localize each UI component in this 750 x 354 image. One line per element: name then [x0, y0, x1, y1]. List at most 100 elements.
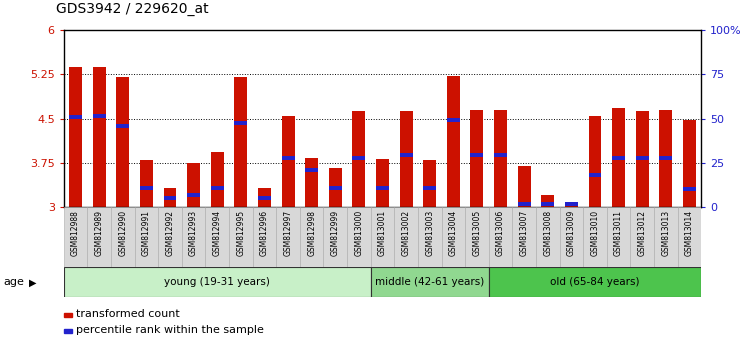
- Bar: [300, 207, 323, 267]
- Text: GSM813007: GSM813007: [520, 210, 529, 256]
- Bar: [352, 111, 365, 207]
- Bar: [423, 160, 436, 207]
- Text: GSM813002: GSM813002: [401, 210, 410, 256]
- Bar: [253, 207, 276, 267]
- Bar: [636, 111, 649, 207]
- Text: GSM812994: GSM812994: [213, 210, 222, 256]
- Bar: [494, 110, 507, 207]
- Text: percentile rank within the sample: percentile rank within the sample: [76, 325, 264, 335]
- Bar: [659, 110, 672, 207]
- Text: GSM812992: GSM812992: [166, 210, 175, 256]
- Bar: [64, 207, 87, 267]
- Bar: [281, 156, 295, 160]
- Bar: [394, 207, 418, 267]
- Bar: [229, 207, 253, 267]
- Bar: [536, 207, 560, 267]
- Bar: [465, 207, 489, 267]
- Bar: [64, 267, 370, 297]
- Bar: [281, 116, 295, 207]
- Bar: [370, 207, 394, 267]
- Bar: [323, 207, 347, 267]
- Bar: [418, 207, 442, 267]
- Bar: [518, 166, 531, 207]
- Bar: [140, 160, 153, 207]
- Bar: [116, 124, 129, 128]
- Bar: [683, 187, 696, 192]
- Bar: [328, 185, 342, 190]
- Text: GSM812988: GSM812988: [71, 210, 80, 256]
- Bar: [678, 207, 701, 267]
- Bar: [258, 188, 271, 207]
- Bar: [206, 207, 229, 267]
- Text: GSM812995: GSM812995: [236, 210, 245, 256]
- Text: GSM813008: GSM813008: [543, 210, 552, 256]
- Bar: [612, 108, 625, 207]
- Text: GSM813011: GSM813011: [614, 210, 623, 256]
- Text: GDS3942 / 229620_at: GDS3942 / 229620_at: [56, 2, 208, 16]
- Bar: [140, 185, 153, 190]
- Text: transformed count: transformed count: [76, 309, 180, 319]
- Bar: [116, 77, 129, 207]
- Bar: [400, 111, 412, 207]
- Bar: [584, 207, 607, 267]
- Bar: [470, 110, 484, 207]
- Text: GSM812993: GSM812993: [189, 210, 198, 256]
- Bar: [489, 207, 512, 267]
- Bar: [164, 188, 176, 207]
- Bar: [376, 185, 389, 190]
- Bar: [182, 207, 206, 267]
- Bar: [512, 207, 536, 267]
- Bar: [612, 156, 625, 160]
- Bar: [258, 196, 271, 200]
- Text: GSM812998: GSM812998: [308, 210, 316, 256]
- Text: GSM813000: GSM813000: [355, 210, 364, 256]
- Text: GSM813003: GSM813003: [425, 210, 434, 256]
- Text: GSM812996: GSM812996: [260, 210, 269, 256]
- Bar: [494, 153, 507, 157]
- Bar: [93, 67, 106, 207]
- Bar: [111, 207, 134, 267]
- Bar: [631, 207, 654, 267]
- Bar: [489, 267, 701, 297]
- Bar: [636, 156, 649, 160]
- Text: GSM813004: GSM813004: [448, 210, 458, 256]
- Bar: [328, 167, 342, 207]
- Bar: [400, 153, 412, 157]
- Text: GSM813001: GSM813001: [378, 210, 387, 256]
- Bar: [423, 185, 436, 190]
- Bar: [134, 207, 158, 267]
- Text: GSM813009: GSM813009: [567, 210, 576, 256]
- Text: GSM813014: GSM813014: [685, 210, 694, 256]
- Bar: [64, 329, 72, 333]
- Bar: [447, 118, 460, 122]
- Text: GSM812989: GSM812989: [94, 210, 104, 256]
- Bar: [347, 207, 370, 267]
- Bar: [683, 120, 696, 207]
- Text: GSM813013: GSM813013: [662, 210, 670, 256]
- Text: GSM813012: GSM813012: [638, 210, 646, 256]
- Text: GSM813006: GSM813006: [496, 210, 505, 256]
- Bar: [560, 207, 584, 267]
- Bar: [276, 207, 300, 267]
- Bar: [589, 173, 602, 177]
- Bar: [305, 168, 318, 172]
- Bar: [87, 207, 111, 267]
- Bar: [187, 193, 200, 198]
- Bar: [565, 204, 578, 207]
- Text: GSM812990: GSM812990: [118, 210, 128, 256]
- Bar: [442, 207, 465, 267]
- Text: middle (42-61 years): middle (42-61 years): [375, 277, 484, 287]
- Bar: [565, 202, 578, 206]
- Text: GSM812991: GSM812991: [142, 210, 151, 256]
- Bar: [305, 158, 318, 207]
- Bar: [654, 207, 678, 267]
- Bar: [542, 195, 554, 207]
- Text: GSM813005: GSM813005: [472, 210, 482, 256]
- Bar: [234, 121, 248, 125]
- Bar: [211, 185, 224, 190]
- Text: ▶: ▶: [28, 277, 36, 287]
- Bar: [352, 156, 365, 160]
- Bar: [69, 115, 82, 120]
- Bar: [164, 196, 176, 200]
- Text: young (19-31 years): young (19-31 years): [164, 277, 270, 287]
